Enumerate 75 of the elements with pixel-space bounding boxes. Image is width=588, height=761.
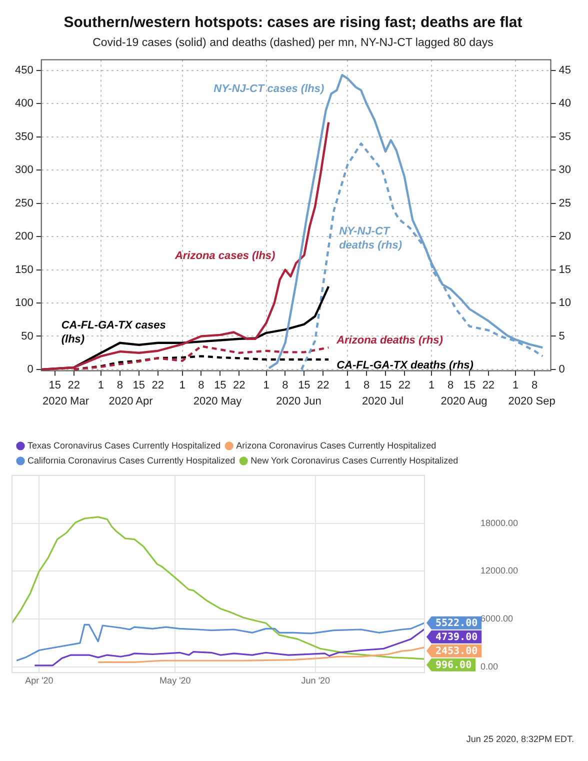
chart-title: Southern/western hotspots: cases are rising fast; deaths are flat: [64, 14, 522, 32]
data-label: 996.00: [435, 660, 472, 672]
x-tick-label: 1: [98, 379, 104, 392]
x-tick-label: 15: [463, 379, 476, 392]
x-tick-label: 8: [531, 379, 538, 392]
y-tick-label: 350: [14, 130, 34, 143]
x2-tick-label: 2020 Jun: [276, 395, 322, 408]
x-tick-label: 1: [179, 379, 186, 392]
y-tick-label: 200: [14, 230, 34, 243]
x2-tick-label: 2020 May: [193, 395, 242, 408]
x-tick-label: 1: [428, 379, 435, 392]
y-tick-label: 300: [14, 164, 34, 176]
chart-subtitle: Covid-19 cases (solid) and deaths (dashed) per mn, NY-NJ-CT lagged 80 days: [92, 37, 494, 50]
x2-tick-label: 2020 Sep: [508, 395, 556, 408]
x-tick-label: 15: [298, 379, 310, 392]
x-tick-label: Apr '20: [25, 675, 54, 686]
y-tick-label: 0.00: [480, 661, 498, 672]
x2-tick-label: 2020 Apr: [108, 395, 154, 408]
series-label: NY-NJ-CT cases (lhs): [214, 83, 324, 96]
x-tick-label: 8: [198, 379, 204, 392]
x2-tick-label: 2020 Aug: [440, 395, 488, 408]
x-tick-label: 22: [317, 379, 330, 392]
x-tick-label: 22: [233, 379, 246, 392]
x-tick-label: 15: [48, 379, 62, 392]
y-tick-label: 6000.00: [480, 614, 514, 624]
legend-label: California Coronavirus Cases Currently Hospitalized: [28, 455, 236, 466]
x-tick-label: 1: [263, 379, 270, 392]
x-tick-label: May '20: [160, 675, 191, 686]
y-tick-label: 12000.00: [480, 566, 518, 576]
series-label: CA-FL-GA-TX deaths (rhs): [336, 360, 474, 372]
x-tick-label: 15: [132, 379, 146, 392]
text: Jun 25 2020, 8:32PM EDT.: [465, 734, 575, 744]
y2-tick-label: 45: [558, 64, 572, 76]
y-tick-label: 18000.00: [480, 518, 518, 528]
x-tick-label: 8: [447, 379, 454, 392]
y2-tick-label: 40: [558, 98, 572, 110]
x2-tick-label: 2020 Jul: [362, 395, 404, 408]
y2-tick-label: 15: [558, 264, 572, 276]
legend-label: New York Coronavirus Cases Currently Hospitalized: [250, 455, 458, 466]
legend-label: Arizona Coronavirus Cases Currently Hospitalized: [236, 440, 436, 450]
x-tick-label: 1: [512, 379, 519, 392]
x-tick-label: 1: [344, 379, 351, 392]
x-tick-label: 8: [282, 379, 288, 392]
series-label: Arizona cases (lhs): [174, 250, 276, 262]
x-tick-label: 8: [116, 379, 123, 392]
y2-tick-label: 30: [558, 164, 572, 176]
y2-tick-label: 25: [558, 197, 572, 210]
y2-tick-label: 35: [558, 130, 572, 143]
series-label: CA-FL-GA-TX cases (lhs): [61, 320, 166, 346]
data-label: 2453.00: [435, 646, 478, 658]
x-tick-label: 22: [482, 379, 495, 392]
x-tick-label: 8: [363, 379, 370, 392]
x-tick-label: Jun '20: [301, 675, 330, 686]
y-tick-label: 0: [27, 364, 34, 376]
y2-tick-label: 20: [558, 230, 572, 243]
series-label: NY-NJ-CT deaths (rhs): [339, 226, 402, 252]
legend-label: Texas Coronavirus Cases Currently Hospitalized: [28, 440, 221, 450]
y-tick-label: 100: [14, 297, 34, 310]
data-label: 5522.00: [435, 618, 478, 630]
y-tick-label: 250: [14, 197, 34, 210]
y-tick-label: 150: [14, 264, 34, 276]
x-tick-label: 22: [152, 379, 164, 392]
data-label: 4739.00: [435, 632, 478, 644]
x-tick-label: 22: [68, 379, 80, 392]
x2-tick-label: 2020 Mar: [42, 395, 90, 408]
y-tick-label: 400: [14, 98, 34, 110]
y-tick-label: 50: [21, 330, 34, 342]
y-tick-label: 450: [14, 64, 34, 76]
x-tick-label: 15: [214, 379, 226, 392]
x-tick-label: 15: [379, 379, 392, 392]
series-label: Arizona deaths (rhs): [336, 334, 444, 347]
y2-tick-label: 5: [558, 330, 565, 342]
y2-tick-label: 0: [558, 364, 565, 376]
x-tick-label: 22: [398, 379, 411, 392]
y2-tick-label: 10: [558, 297, 572, 310]
